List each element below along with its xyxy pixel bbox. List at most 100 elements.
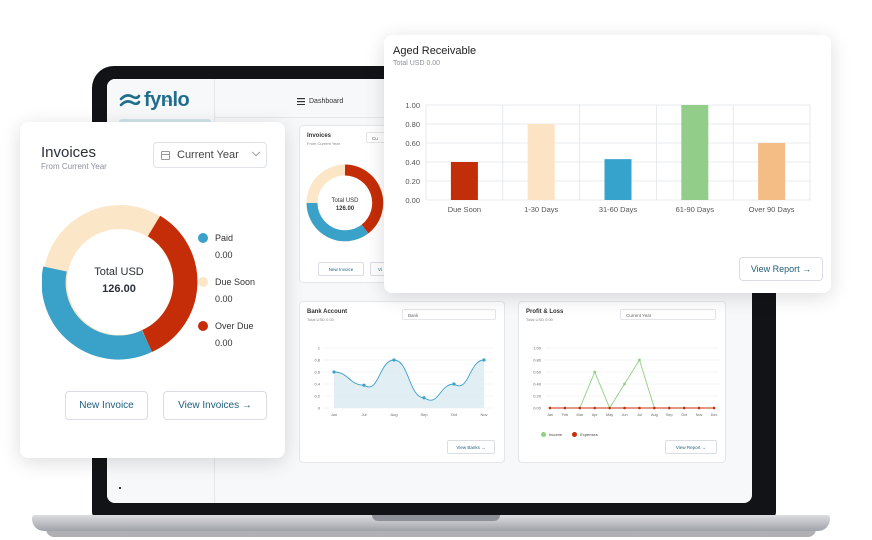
pnl-legend-income: Income <box>541 432 563 438</box>
bank-subtitle: Total USD 0.00 <box>307 317 334 322</box>
mini-new-invoice-label: New Invoice <box>328 266 354 272</box>
brand-mark-icon <box>119 93 141 106</box>
invoices-period-value: Current Year <box>177 149 239 161</box>
aged-x-tick: 61-90 Days <box>676 205 715 214</box>
legend-over-due-swatch <box>198 321 208 331</box>
pnl-y-tick: 0.00 <box>533 406 542 411</box>
pnl-title: Profit & Loss <box>526 309 564 315</box>
pnl-expenses-point <box>578 406 582 410</box>
pnl-income-point <box>593 370 597 374</box>
aged-subtitle: Total USD 0.00 <box>393 60 441 67</box>
pnl-expenses-point <box>563 406 567 410</box>
aged-y-tick: 0.00 <box>405 196 420 205</box>
pnl-legend-income-label: Income <box>549 432 563 437</box>
pnl-x-tick: Jun <box>621 413 627 417</box>
bank-point <box>422 396 426 400</box>
mini-donut-value: 126.00 <box>336 206 355 212</box>
pnl-x-tick: Apr <box>592 413 599 417</box>
pnl-expenses-point <box>548 406 552 410</box>
legend-over-due-value: 0.00 <box>215 338 233 348</box>
legend-due-soon-value: 0.00 <box>215 294 233 304</box>
mini-view-invoices-label: Vi <box>378 266 382 272</box>
bank-select[interactable]: Bank <box>402 309 496 320</box>
mini-new-invoice-button[interactable]: New Invoice <box>318 262 364 276</box>
view-banks-button[interactable]: View Banks → <box>447 440 495 454</box>
bank-x-tick: Sep <box>420 412 428 417</box>
calendar-icon <box>161 150 170 160</box>
bank-y-tick: 0.8 <box>314 358 320 363</box>
pnl-period-select[interactable]: Current Year <box>620 309 716 320</box>
bank-x-tick: Jul <box>361 412 366 417</box>
pnl-view-report-button[interactable]: View Report → <box>665 440 717 454</box>
donut-center: Total USD 126.00 <box>77 266 161 295</box>
legend-over-due-label: Over Due <box>215 321 254 331</box>
pnl-period-value: Current Year <box>626 313 652 318</box>
pnl-expenses-point <box>697 406 701 410</box>
pnl-expenses-point <box>608 406 611 410</box>
pnl-expenses-point <box>682 406 686 410</box>
pnl-x-tick: Jan <box>547 413 553 417</box>
bank-point <box>482 358 486 362</box>
new-invoice-label: New Invoice <box>79 400 134 411</box>
pnl-income-point <box>623 382 626 386</box>
page-title-text: Dashboard <box>309 98 344 105</box>
brand-name: fynlo <box>144 89 190 111</box>
aged-bar <box>527 124 555 200</box>
bank-y-tick: 0.2 <box>314 394 320 399</box>
pnl-x-tick: Aug <box>651 413 658 417</box>
laptop-base <box>32 515 830 531</box>
mini-invoices-donut: Total USD 126.00 <box>306 164 384 242</box>
bank-x-tick: Aug <box>390 412 397 417</box>
bank-line-chart: 1 0.8 0.6 0.4 0.2 0 Jun Jul Aug Sep Oct Nov <box>314 346 494 417</box>
view-invoices-button[interactable]: View Invoices → <box>163 391 267 420</box>
menu-icon <box>297 98 305 105</box>
view-banks-label: View Banks → <box>456 444 486 450</box>
pnl-expenses-point <box>638 406 641 410</box>
aged-x-tick: Over 90 Days <box>749 205 795 214</box>
aged-y-tick: 0.40 <box>405 158 420 167</box>
pnl-legend: Income Expenses <box>541 432 598 438</box>
pnl-x-tick: Nov <box>696 413 703 417</box>
brand-beta-tag: BETA <box>165 99 173 103</box>
pnl-line-chart: 1.00 0.80 0.60 0.40 0.20 0.00 Jan Feb Mar Apr May J… <box>533 346 719 417</box>
bank-y-tick: 0.4 <box>314 382 320 387</box>
aged-y-tick: 1.00 <box>405 101 420 110</box>
mini-donut-label: Total USD <box>331 198 359 204</box>
pnl-x-tick: Oct <box>681 413 688 417</box>
invoices-title: Invoices <box>41 144 97 161</box>
new-invoice-button[interactable]: New Invoice <box>65 391 148 420</box>
pnl-subtitle: Total USD 0.00 <box>526 317 553 322</box>
pnl-y-tick: 1.00 <box>533 346 542 351</box>
bank-point <box>362 383 366 387</box>
aged-y-tick: 0.20 <box>405 177 420 186</box>
laptop-shadow <box>46 529 816 537</box>
bank-title: Bank Account <box>307 309 348 315</box>
bank-select-value: Bank <box>408 313 419 318</box>
legend-due-soon-label: Due Soon <box>215 277 256 287</box>
aged-bar-chart: 0.00 0.20 0.40 0.60 0.80 1.00 Due Soon 1-30 Day… <box>405 101 811 214</box>
aged-bar <box>604 159 632 200</box>
legend-due-soon-swatch <box>198 277 208 287</box>
bank-y-tick: 1 <box>318 346 321 351</box>
bank-point <box>392 358 396 362</box>
pnl-expenses-point <box>623 406 626 410</box>
chevron-down-icon <box>251 147 261 157</box>
legend-paid-value: 0.00 <box>215 250 233 260</box>
pnl-expenses-point <box>667 406 671 410</box>
page-title: Dashboard <box>297 98 343 105</box>
aged-x-tick: 31-60 Days <box>599 205 638 214</box>
profit-loss-card: Profit & Loss Total USD 0.00 Current Yea… <box>518 301 726 463</box>
invoices-period-select[interactable]: Current Year <box>153 142 267 168</box>
pnl-x-tick: May <box>606 413 613 417</box>
bank-x-tick: Nov <box>480 412 487 417</box>
pnl-legend-expenses: Expenses <box>572 432 598 438</box>
pnl-y-tick: 0.20 <box>533 394 542 399</box>
sidebar-dot <box>119 487 121 489</box>
donut-over-due <box>141 215 198 352</box>
aged-y-tick: 0.80 <box>405 120 420 129</box>
aged-view-report-button[interactable]: View Report → <box>739 257 823 281</box>
bank-y-tick: 0.6 <box>314 370 320 375</box>
pnl-x-tick: Jul <box>637 413 642 417</box>
aged-view-report-label: View Report → <box>750 264 812 274</box>
brand-logo[interactable]: fynlo <box>119 89 190 112</box>
